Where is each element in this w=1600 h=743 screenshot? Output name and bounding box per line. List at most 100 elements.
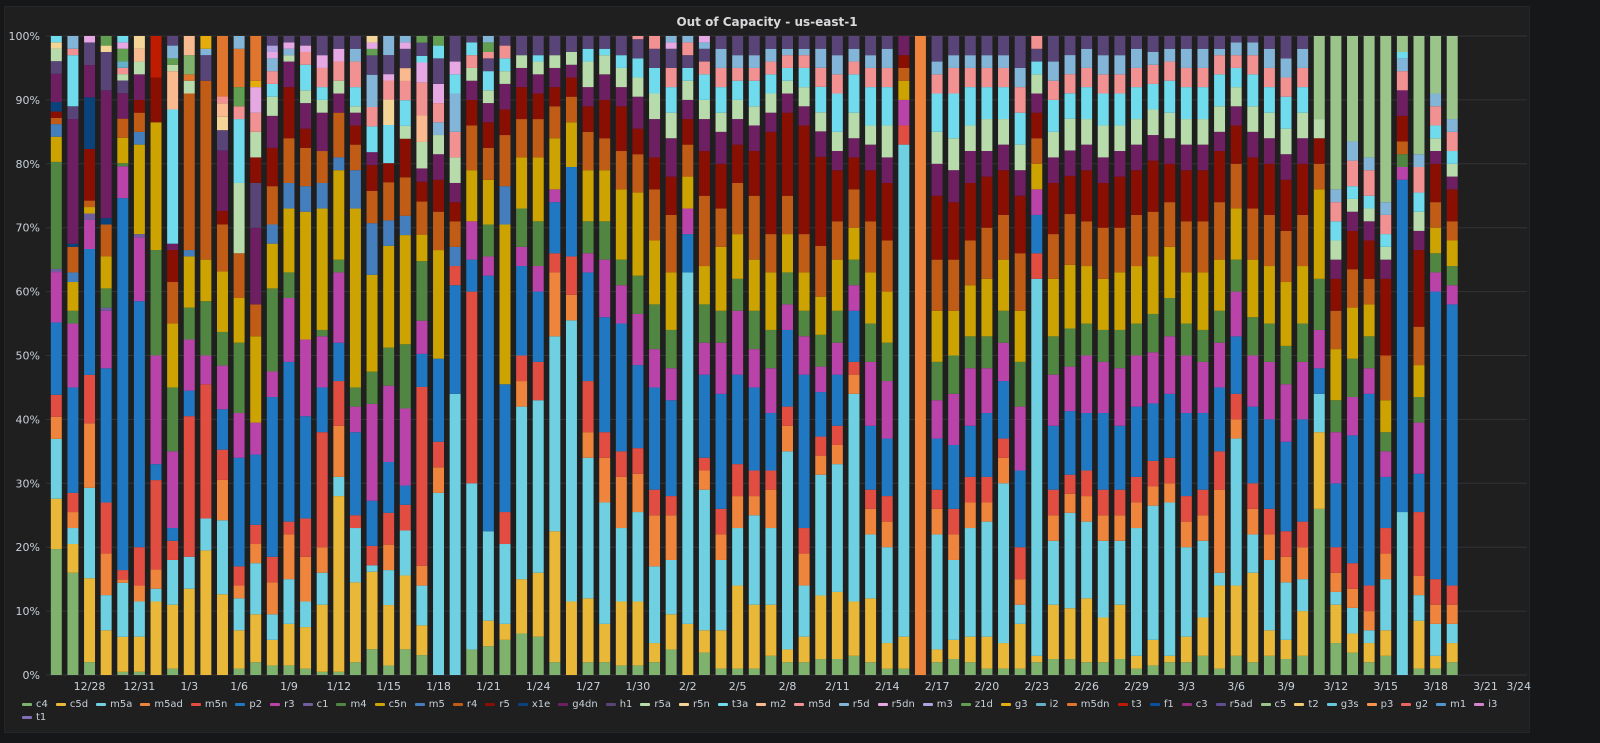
bar-segment-c5n[interactable] bbox=[964, 285, 976, 337]
legend-item-f1[interactable]: f1 bbox=[1149, 699, 1174, 710]
bar-segment-p2[interactable] bbox=[1081, 413, 1093, 471]
bar-segment-m4[interactable] bbox=[948, 355, 960, 394]
bar-segment-c4[interactable] bbox=[466, 649, 478, 675]
bar-segment-r4[interactable] bbox=[532, 119, 544, 158]
bar-segment-t3a[interactable] bbox=[366, 126, 378, 153]
bar-1/11[interactable] bbox=[316, 36, 328, 675]
bar-segment-c5n[interactable] bbox=[1347, 307, 1358, 359]
bar-segment-r5d[interactable] bbox=[865, 55, 877, 68]
bar-segment-h1[interactable] bbox=[632, 39, 644, 59]
bar-segment-r5dn[interactable] bbox=[316, 55, 328, 68]
bar-segment-m5n[interactable] bbox=[333, 381, 345, 426]
bar-segment-c4[interactable] bbox=[84, 662, 96, 675]
bar-segment-r5d[interactable] bbox=[1114, 55, 1126, 75]
bar-segment-c5n[interactable] bbox=[682, 176, 694, 209]
bar-segment-m5n[interactable] bbox=[865, 489, 877, 509]
bar-segment-m5n[interactable] bbox=[84, 374, 96, 424]
bar-segment-m5a[interactable] bbox=[565, 320, 577, 602]
bar-segment-m4[interactable] bbox=[1330, 400, 1342, 433]
bar-segment-r5d[interactable] bbox=[732, 55, 744, 68]
bar-segment-m5a[interactable] bbox=[665, 559, 677, 615]
bar-segment-c5n[interactable] bbox=[615, 189, 627, 260]
bar-segment-r3[interactable] bbox=[1064, 366, 1076, 412]
bar-segment-g4dn[interactable] bbox=[349, 112, 361, 126]
bar-segment-c5d[interactable] bbox=[133, 636, 145, 672]
bar-segment-r5[interactable] bbox=[582, 106, 594, 132]
bar-segment-r5a[interactable] bbox=[865, 125, 877, 145]
bar-segment-g4dn[interactable] bbox=[1147, 135, 1159, 161]
bar-segment-c4[interactable] bbox=[333, 671, 345, 675]
bar-segment-r5a[interactable] bbox=[1380, 246, 1392, 260]
legend-item-z1d[interactable]: z1d bbox=[960, 699, 993, 710]
bar-segment-m5ad[interactable] bbox=[549, 272, 561, 337]
bar-segment-m5a[interactable] bbox=[482, 531, 494, 621]
legend-item-c5[interactable]: c5 bbox=[1260, 699, 1286, 710]
bar-segment-c4[interactable] bbox=[133, 671, 145, 675]
legend-item-c4[interactable]: c4 bbox=[22, 699, 48, 710]
bar-segment-g4dn[interactable] bbox=[582, 87, 594, 107]
bar-segment-r5[interactable] bbox=[732, 144, 744, 183]
bar-1/26[interactable] bbox=[565, 36, 577, 675]
legend-item-m5[interactable]: m5 bbox=[414, 699, 445, 710]
bar-segment-c5n[interactable] bbox=[649, 240, 661, 305]
bar-segment-z1d[interactable] bbox=[117, 48, 129, 62]
bar-segment-m4[interactable] bbox=[981, 336, 993, 369]
bar-segment-m5ad[interactable] bbox=[1081, 496, 1093, 522]
bar-segment-m5a[interactable] bbox=[349, 528, 361, 583]
bar-segment-r3[interactable] bbox=[981, 368, 993, 414]
bar-segment-m5d[interactable] bbox=[798, 55, 810, 68]
bar-segment-m5a[interactable] bbox=[117, 582, 129, 637]
bar-segment-r5a[interactable] bbox=[732, 99, 744, 120]
bar-segment-t3a[interactable] bbox=[831, 93, 843, 132]
bar-segment-r4[interactable] bbox=[1147, 211, 1159, 257]
bar-segment-r5d[interactable] bbox=[1330, 189, 1342, 203]
bar-segment-t3[interactable] bbox=[150, 36, 162, 78]
bar-segment-r5[interactable] bbox=[532, 93, 544, 120]
bar-segment-c5n[interactable] bbox=[848, 227, 860, 260]
bar-segment-c5n[interactable] bbox=[1230, 208, 1242, 260]
bar-segment-r5a[interactable] bbox=[1214, 106, 1226, 132]
bar-segment-g4dn[interactable] bbox=[266, 115, 278, 148]
bar-segment-r5[interactable] bbox=[782, 112, 793, 196]
bar-1/18[interactable] bbox=[433, 36, 445, 675]
bar-segment-c4[interactable] bbox=[1330, 643, 1342, 675]
bar-segment-p2[interactable] bbox=[632, 365, 644, 449]
bar-segment-m5ad[interactable] bbox=[1180, 521, 1192, 548]
bar-segment-m5ad[interactable] bbox=[333, 425, 345, 477]
bar-segment-m5n[interactable] bbox=[582, 381, 594, 433]
bar-12/29[interactable] bbox=[100, 36, 112, 675]
bar-segment-m5[interactable] bbox=[316, 182, 328, 209]
bar-segment-r3[interactable] bbox=[632, 313, 644, 366]
bar-segment-c5n[interactable] bbox=[549, 138, 561, 190]
bar-segment-r4[interactable] bbox=[466, 125, 478, 171]
bar-segment-g3[interactable] bbox=[250, 80, 262, 88]
bar-segment-m5ad[interactable] bbox=[649, 515, 661, 567]
bar-segment-c4[interactable] bbox=[1263, 655, 1275, 675]
bar-segment-m5a[interactable] bbox=[964, 528, 976, 637]
bar-segment-r5[interactable] bbox=[499, 109, 511, 136]
bar-segment-m5a[interactable] bbox=[1014, 604, 1026, 624]
bar-segment-r5a[interactable] bbox=[931, 131, 943, 164]
bar-segment-t3a[interactable] bbox=[665, 87, 677, 113]
bar-segment-c4[interactable] bbox=[516, 633, 528, 675]
bar-segment-c4[interactable] bbox=[1081, 662, 1093, 675]
bar-segment-m5n[interactable] bbox=[1363, 585, 1375, 612]
bar-segment-c5n[interactable] bbox=[383, 245, 395, 348]
bar-segment-r5[interactable] bbox=[1130, 170, 1142, 215]
bar-segment-x1e[interactable] bbox=[100, 218, 112, 225]
bar-segment-p2[interactable] bbox=[1446, 304, 1458, 586]
bar-segment-r5a[interactable] bbox=[715, 112, 727, 132]
bar-segment-m5d[interactable] bbox=[1263, 67, 1275, 88]
bar-segment-r5a[interactable] bbox=[1130, 119, 1142, 145]
bar-segment-m5ad[interactable] bbox=[964, 502, 976, 529]
bar-segment-c4[interactable] bbox=[1197, 655, 1209, 675]
bar-segment-c5[interactable] bbox=[1396, 36, 1408, 52]
bar-segment-r5d[interactable] bbox=[765, 48, 777, 62]
bar-segment-m5ad[interactable] bbox=[100, 553, 112, 596]
bar-segment-c4[interactable] bbox=[748, 668, 760, 675]
bar-segment-m5d[interactable] bbox=[1247, 55, 1259, 75]
bar-segment-m5ad[interactable] bbox=[948, 534, 960, 560]
bar-segment-m5n[interactable] bbox=[698, 457, 710, 471]
bar-segment-t3a[interactable] bbox=[948, 93, 960, 139]
bar-segment-r5[interactable] bbox=[1230, 125, 1242, 164]
